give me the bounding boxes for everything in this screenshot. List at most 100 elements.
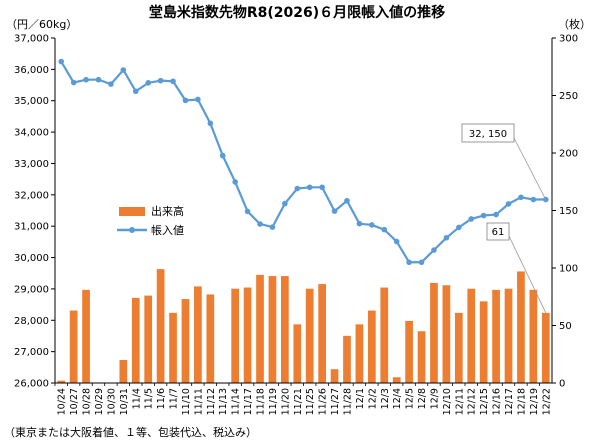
volume-bar bbox=[454, 312, 463, 383]
x-tick-label: 12/10 bbox=[442, 388, 453, 415]
x-tick-label: 11/18 bbox=[256, 388, 267, 415]
price-point bbox=[369, 222, 375, 228]
volume-bar bbox=[405, 320, 413, 383]
volume-bar bbox=[343, 335, 351, 383]
left-tick-label: 28,000 bbox=[14, 316, 49, 327]
x-tick-label: 10/24 bbox=[57, 388, 68, 415]
right-tick-label: 150 bbox=[559, 206, 578, 217]
x-ticks-layer: 10/24 10/27 10/28 10/29 10/30 10/31 11/4 11/5 11… bbox=[54, 383, 552, 415]
x-tick-label: 10/27 bbox=[69, 388, 80, 415]
price-point bbox=[244, 208, 251, 215]
volume-bar bbox=[231, 288, 240, 383]
price-point bbox=[468, 216, 475, 222]
left-tick-label: 33,000 bbox=[14, 159, 49, 170]
callout-volume-leader bbox=[508, 235, 547, 314]
price-point bbox=[232, 179, 238, 185]
price-point bbox=[331, 208, 338, 214]
x-tick-label: 11/27 bbox=[330, 388, 341, 415]
left-tick-label: 29,000 bbox=[14, 284, 49, 295]
volume-bar bbox=[243, 287, 252, 383]
x-tick-label: 12/9 bbox=[429, 388, 440, 409]
price-point bbox=[418, 259, 425, 266]
left-tick-label: 37,000 bbox=[14, 34, 49, 45]
volume-bar bbox=[69, 310, 78, 383]
volume-bar bbox=[330, 369, 339, 383]
volume-bar bbox=[318, 284, 326, 383]
x-tick-label: 12/11 bbox=[454, 388, 465, 415]
x-tick-label: 11/11 bbox=[193, 388, 204, 415]
x-tick-label: 11/13 bbox=[218, 388, 229, 415]
price-point bbox=[294, 185, 301, 192]
price-point bbox=[182, 97, 189, 104]
left-tick-label: 35,000 bbox=[14, 96, 49, 107]
callout-volume-box bbox=[486, 222, 510, 241]
x-tick-label: 10/31 bbox=[119, 388, 130, 415]
left-tick-label: 30,000 bbox=[14, 253, 49, 264]
x-tick-label: 10/29 bbox=[94, 388, 105, 415]
x-tick-label: 12/3 bbox=[380, 388, 391, 409]
chart-title: 堂島米指数先物R8(2026)６月限帳入値の推移 bbox=[149, 4, 445, 21]
x-tick-label: 11/17 bbox=[243, 388, 254, 415]
price-point bbox=[195, 96, 201, 103]
volume-bar bbox=[119, 360, 128, 383]
price-point bbox=[108, 81, 114, 87]
x-tick-label: 11/12 bbox=[206, 388, 217, 415]
volume-bar bbox=[517, 271, 525, 383]
volume-bar bbox=[281, 276, 289, 383]
price-point bbox=[58, 58, 65, 65]
price-point bbox=[319, 184, 325, 191]
right-tick-label: 250 bbox=[559, 91, 578, 102]
price-point bbox=[530, 196, 537, 203]
x-tick-label: 12/22 bbox=[541, 388, 552, 415]
price-point bbox=[282, 200, 288, 207]
volume-bar bbox=[355, 324, 364, 383]
price-line bbox=[60, 60, 546, 264]
price-point bbox=[344, 197, 350, 204]
left-tick-label: 31,000 bbox=[14, 222, 49, 233]
legend: 出来高 帳入値 bbox=[117, 204, 184, 237]
price-point bbox=[145, 80, 151, 86]
price-point bbox=[381, 226, 388, 233]
x-tick-label: 12/1 bbox=[355, 388, 366, 409]
price-point bbox=[518, 194, 524, 201]
left-ticks-layer: 26,000 27,000 28,000 29,000 30,000 31,000 32,0… bbox=[14, 34, 55, 390]
volume-bar bbox=[131, 297, 140, 383]
x-tick-label: 12/5 bbox=[405, 388, 416, 409]
volume-bar bbox=[206, 294, 215, 383]
left-axis-unit: （円／60kg） bbox=[6, 18, 77, 31]
bars-layer bbox=[57, 269, 550, 383]
volume-bar bbox=[504, 288, 513, 383]
line-layer bbox=[58, 58, 549, 266]
price-point bbox=[269, 224, 276, 230]
volume-bar bbox=[380, 287, 389, 383]
x-tick-label: 10/28 bbox=[82, 388, 93, 415]
volume-bar bbox=[57, 380, 66, 383]
x-tick-label: 12/18 bbox=[516, 388, 527, 415]
volume-bar bbox=[305, 288, 314, 383]
x-tick-label: 12/4 bbox=[392, 388, 403, 409]
price-point bbox=[443, 234, 450, 241]
x-tick-label: 12/15 bbox=[479, 388, 490, 415]
right-axis-unit: （枚） bbox=[558, 17, 591, 31]
footnote: （東京または大阪着値、１等、包装代込、税込み） bbox=[4, 425, 257, 439]
legend-line-marker bbox=[129, 227, 135, 233]
volume-bar bbox=[541, 312, 550, 383]
left-tick-label: 36,000 bbox=[14, 65, 49, 76]
price-point bbox=[132, 88, 139, 95]
price-point bbox=[480, 212, 487, 219]
callout-price-box bbox=[461, 123, 515, 143]
volume-bar bbox=[417, 331, 426, 383]
x-tick-label: 10/30 bbox=[106, 388, 117, 415]
volume-bar bbox=[144, 295, 153, 383]
volume-bar bbox=[392, 377, 401, 383]
price-point bbox=[219, 152, 226, 159]
right-tick-label: 200 bbox=[559, 149, 578, 160]
x-tick-label: 11/25 bbox=[305, 388, 316, 415]
right-ticks-layer: 0 50 100 150 200 250 300 bbox=[552, 34, 578, 390]
callout-price-leader bbox=[513, 137, 547, 200]
volume-bar bbox=[256, 274, 264, 383]
price-point bbox=[157, 77, 164, 84]
legend-label-volume: 出来高 bbox=[151, 204, 184, 218]
